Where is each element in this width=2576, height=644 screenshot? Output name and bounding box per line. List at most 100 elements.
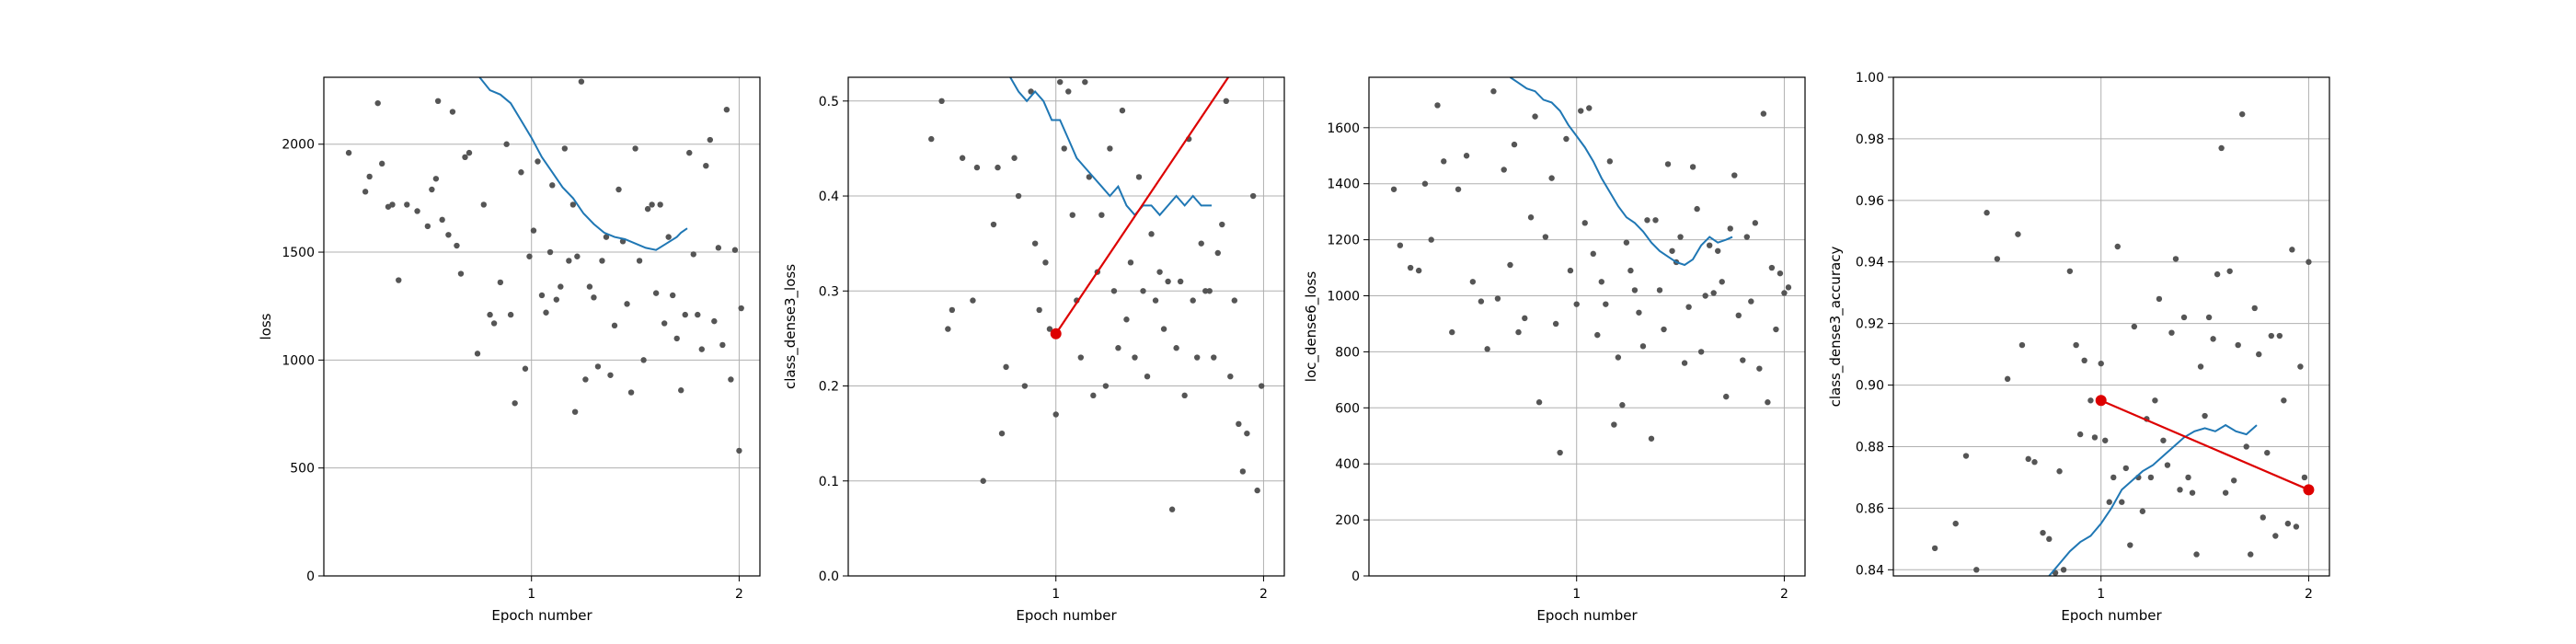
data-point	[2239, 110, 2246, 118]
data-point	[728, 376, 734, 383]
data-point	[449, 109, 456, 115]
data-point	[1586, 105, 1593, 111]
data-point	[959, 155, 966, 161]
data-point	[2248, 551, 2254, 558]
x-tick-label: 1	[527, 587, 535, 602]
data-point	[1557, 449, 1563, 456]
data-point	[973, 164, 981, 171]
data-point	[2004, 375, 2011, 383]
data-point	[366, 173, 373, 180]
data-point	[1177, 278, 1184, 285]
data-point	[480, 201, 487, 208]
data-point	[1042, 259, 1049, 266]
y-axis-label: class_dense3_accuracy	[1827, 247, 1845, 408]
data-point	[1036, 306, 1042, 314]
y-tick-label: 0.0	[819, 569, 839, 584]
y-tick-label: 0.5	[819, 95, 839, 109]
data-point	[2289, 247, 2295, 253]
data-point	[1994, 256, 2001, 262]
y-tick-label: 600	[1335, 401, 1360, 416]
data-point	[2276, 332, 2283, 339]
data-point	[2197, 363, 2204, 370]
data-point	[695, 311, 701, 318]
data-point	[2046, 535, 2053, 543]
axes-frame	[1368, 76, 1806, 577]
data-point	[1052, 411, 1059, 418]
data-point	[2185, 474, 2191, 481]
data-point	[2177, 487, 2183, 493]
data-point	[1952, 520, 1959, 527]
data-point	[2281, 397, 2287, 404]
y-tick-label: 1600	[1327, 121, 1360, 136]
data-point	[1515, 328, 1522, 336]
data-point	[1669, 247, 1675, 254]
y-tick-label: 0.2	[819, 380, 839, 395]
data-point	[1140, 288, 1146, 294]
data-point	[2076, 431, 2084, 438]
data-point	[549, 182, 556, 189]
data-point	[1077, 354, 1085, 361]
data-point	[553, 296, 559, 303]
data-point	[624, 301, 630, 307]
data-point	[1086, 174, 1093, 180]
data-point	[1231, 297, 1238, 304]
data-point	[1727, 225, 1733, 232]
x-axis-label: Epoch number	[2061, 607, 2162, 624]
data-point	[627, 389, 635, 396]
data-point	[1031, 240, 1039, 247]
data-point	[723, 106, 730, 113]
data-point	[1548, 175, 1555, 181]
data-point	[1636, 309, 1642, 316]
y-tick-label: 0.86	[1856, 501, 1884, 516]
y-tick-label: 0	[1351, 569, 1360, 584]
series-line	[478, 77, 688, 251]
data-point	[1777, 270, 1784, 277]
data-point	[2114, 243, 2121, 250]
data-point	[2268, 332, 2274, 339]
x-tick-label: 2	[1780, 587, 1788, 602]
data-point	[429, 186, 435, 193]
data-point	[2060, 567, 2067, 573]
data-point	[1227, 374, 1234, 380]
data-point	[990, 221, 997, 228]
data-point	[1962, 453, 1970, 459]
data-point	[1110, 288, 1118, 294]
data-point	[678, 387, 684, 394]
data-point	[636, 258, 643, 264]
data-point	[1627, 267, 1634, 274]
data-point	[703, 162, 709, 169]
data-point	[998, 430, 1006, 437]
data-point	[362, 189, 369, 195]
data-point	[2091, 434, 2099, 441]
data-point	[389, 201, 396, 208]
y-axis-label: class_dense3_loss	[782, 264, 799, 389]
y-axis-label: loc_dense6_loss	[1303, 271, 1320, 383]
data-point	[396, 277, 402, 283]
data-point	[2226, 268, 2233, 274]
y-tick-label: 0.84	[1856, 563, 1884, 578]
data-point	[1494, 295, 1501, 302]
data-point	[1390, 186, 1397, 192]
data-point	[1689, 164, 1696, 170]
data-point	[1223, 98, 1230, 105]
data-point	[1619, 402, 1626, 408]
x-tick-label: 1	[1572, 587, 1581, 602]
data-point	[1211, 354, 1217, 361]
axes-frame	[1892, 76, 2330, 577]
data-point	[1181, 392, 1188, 399]
data-point	[2205, 314, 2213, 321]
data-point	[1421, 180, 1429, 187]
data-point	[2202, 412, 2208, 420]
data-point	[1132, 354, 1138, 361]
data-point	[1527, 214, 1535, 221]
data-point	[715, 245, 722, 251]
data-point	[1973, 567, 1980, 573]
data-point	[2098, 360, 2104, 367]
data-point	[1522, 315, 1528, 322]
axes-frame	[323, 76, 761, 577]
data-point	[1598, 279, 1605, 285]
data-point	[1046, 326, 1053, 332]
data-point	[2018, 341, 2026, 349]
data-point	[2056, 468, 2063, 475]
y-tick-label: 0.92	[1856, 317, 1884, 332]
